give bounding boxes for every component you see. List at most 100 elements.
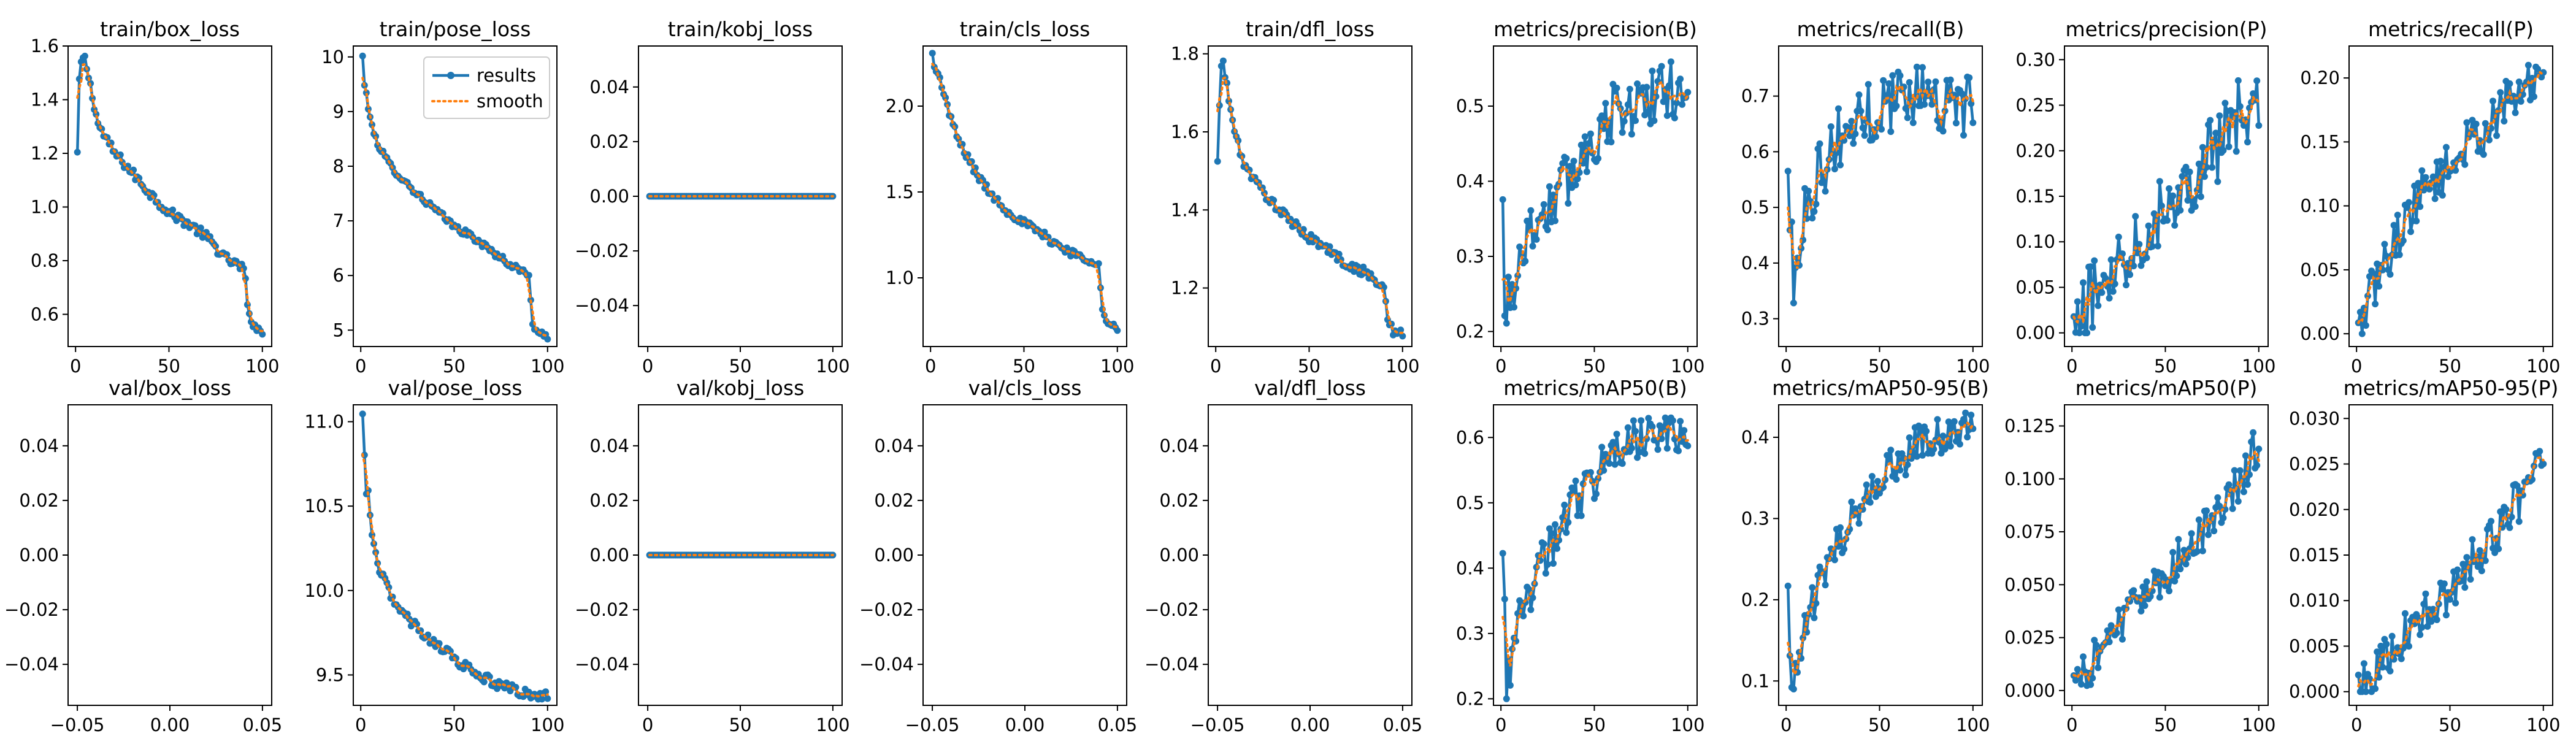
results-point: [2214, 494, 2221, 501]
subplot-title: metrics/precision(P): [2065, 17, 2267, 41]
results-point: [1934, 416, 1941, 423]
plot-area: [359, 410, 551, 703]
y-tick-label: 2.0: [886, 96, 914, 117]
subplot-train-kobj-loss: train/kobj_loss 0 50 100 −0.04 −0.02 0.00 0.02 0…: [575, 17, 849, 377]
y-tick-label: 0.025: [2004, 627, 2055, 648]
results-point: [1812, 201, 1820, 208]
results-point: [1861, 132, 1868, 139]
x-tick-label: 0: [642, 715, 653, 735]
results-point: [2139, 583, 2147, 591]
results-point: [2497, 89, 2504, 96]
results-point: [2360, 660, 2367, 667]
results-point: [2130, 263, 2137, 270]
results-point: [2089, 324, 2096, 331]
axes-frame: [2348, 45, 2553, 347]
results-point: [1570, 158, 1577, 165]
results-point: [1833, 149, 1840, 156]
results-point: [1516, 597, 1524, 604]
results-point: [1893, 476, 1900, 483]
y-tick-label: 0.075: [2004, 521, 2055, 542]
results-point: [2250, 90, 2257, 98]
results-point: [2166, 588, 2173, 594]
results-point: [1945, 418, 1952, 426]
results-point: [2531, 93, 2537, 101]
results-point: [2077, 681, 2085, 688]
results-point: [1602, 451, 1609, 458]
y-tick-label: 0.125: [2004, 416, 2055, 437]
subplot-val-cls-loss: val/cls_loss −0.05 0.00 0.05 −0.04 −0.02 0.00 0…: [859, 376, 1137, 735]
y-tick-label: 0.02: [589, 490, 629, 511]
axes-frame: [1778, 404, 1983, 706]
results-point: [2141, 602, 2149, 609]
results-point: [2197, 193, 2204, 201]
results-point: [2191, 203, 2199, 210]
results-point: [994, 194, 1002, 202]
results-point: [2095, 302, 2102, 309]
results-point: [1499, 196, 1506, 203]
results-point: [2171, 578, 2179, 585]
results-point: [1624, 101, 1631, 109]
y-tick-label: 0.20: [2015, 140, 2055, 161]
results-point: [1634, 454, 1641, 461]
results-point: [2098, 289, 2106, 296]
results-point: [1784, 167, 1792, 175]
subplot-title: val/box_loss: [109, 376, 231, 400]
results-point: [2463, 119, 2471, 126]
plot-area: [1784, 63, 1977, 307]
y-tick-label: 0.02: [874, 490, 914, 511]
results-point: [2182, 164, 2190, 171]
results-point: [2123, 282, 2129, 289]
results-point: [1868, 473, 1876, 480]
results-point: [1878, 126, 1885, 133]
results-point: [2417, 203, 2424, 210]
results-point: [1598, 443, 1606, 451]
results-point: [1925, 79, 1932, 86]
results-point: [1790, 686, 1797, 692]
y-tick-label: 11.0: [304, 412, 344, 432]
x-tick-label: 50: [2154, 356, 2177, 377]
results-point: [1968, 412, 1975, 419]
results-point: [2137, 262, 2145, 269]
x-tick-label: −0.05: [905, 715, 960, 735]
results-point: [1654, 446, 1662, 453]
y-tick-label: 0.4: [1456, 171, 1484, 192]
results-point: [1554, 545, 1561, 552]
results-point: [2362, 688, 2369, 696]
results-point: [2077, 323, 2085, 330]
subplot-title: train/cls_loss: [960, 17, 1091, 41]
x-tick-label: 0.00: [1290, 715, 1330, 735]
y-tick-label: 1.2: [1171, 278, 1199, 299]
y-tick-label: 0.30: [2015, 49, 2055, 70]
y-tick-label: 0.04: [19, 435, 59, 456]
results-point: [1611, 461, 1619, 468]
subplot-metrics-map50-b: metrics/mAP50(B) 0 50 100 0.2 0.3 0.4 0.5 0.6: [1456, 376, 1705, 735]
x-tick-label: 0: [2351, 715, 2362, 735]
results-point: [2149, 243, 2156, 250]
smooth-line: [2072, 93, 2260, 324]
x-tick-label: 50: [2154, 715, 2177, 735]
results-point: [1572, 182, 1579, 189]
results-point: [1529, 242, 1536, 250]
results-point: [2164, 217, 2171, 224]
results-point: [486, 673, 493, 680]
subplot-title: metrics/precision(B): [1493, 17, 1697, 41]
results-point: [2478, 567, 2485, 575]
results-point: [1399, 332, 1406, 340]
results-point: [2145, 222, 2152, 229]
results-point: [1902, 105, 1909, 112]
y-tick-label: 0.10: [2015, 231, 2055, 252]
results-point: [1790, 299, 1797, 307]
smooth-line: [1787, 84, 1974, 269]
y-tick-label: 0.000: [2004, 680, 2055, 701]
results-point: [2233, 148, 2240, 155]
legend-smooth-label: smooth: [477, 91, 543, 112]
results-point: [1505, 274, 1512, 281]
results-point: [1846, 132, 1853, 139]
smooth-line: [76, 63, 264, 332]
subplot-val-pose-loss: val/pose_loss 0 50 100 9.5 10.0 10.5 11.0: [304, 376, 564, 735]
y-tick-label: 0.20: [2300, 67, 2340, 88]
results-point: [1822, 581, 1829, 589]
results-point: [1677, 75, 1684, 83]
results-point: [2156, 178, 2163, 185]
